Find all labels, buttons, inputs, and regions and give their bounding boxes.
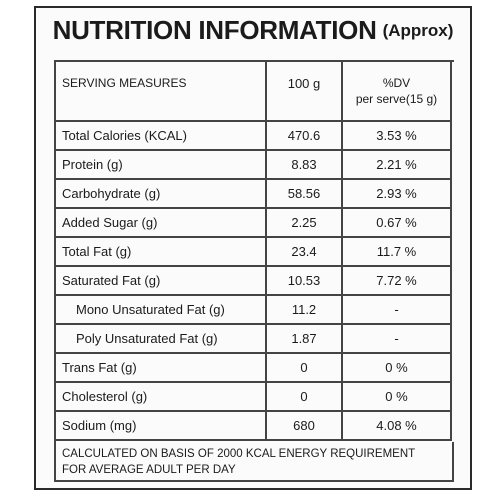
nutrition-label: NUTRITION INFORMATION (Approx) SERVING M…: [34, 6, 472, 490]
nutrient-per-100g: 23.4: [267, 238, 343, 267]
table-row: Trans Fat (g) 0 0 %: [56, 354, 454, 383]
footnote: CALCULATED ON BASIS OF 2000 KCAL ENERGY …: [54, 442, 454, 482]
table-row: Total Calories (KCAL) 470.6 3.53 %: [56, 122, 454, 151]
nutrient-per-100g: 58.56: [267, 180, 343, 209]
table-row: Poly Unsaturated Fat (g) 1.87 -: [56, 325, 454, 354]
table-row: Saturated Fat (g) 10.53 7.72 %: [56, 267, 454, 296]
footnote-line1: CALCULATED ON BASIS OF 2000 KCAL ENERGY …: [62, 448, 416, 460]
nutrient-per-100g: 1.87: [267, 325, 343, 354]
table-row: Added Sugar (g) 2.25 0.67 %: [56, 209, 454, 238]
nutrient-dv: 0 %: [343, 354, 452, 383]
nutrient-per-100g: 8.83: [267, 151, 343, 180]
nutrient-name: Saturated Fat (g): [56, 267, 267, 296]
nutrient-dv: -: [343, 325, 452, 354]
nutrient-per-100g: 10.53: [267, 267, 343, 296]
nutrient-per-100g: 2.25: [267, 209, 343, 238]
nutrient-dv: 2.93 %: [343, 180, 452, 209]
table-row: Protein (g) 8.83 2.21 %: [56, 151, 454, 180]
nutrient-dv: 0 %: [343, 383, 452, 412]
table-row: Carbohydrate (g) 58.56 2.93 %: [56, 180, 454, 209]
header-dv-line1: %DV: [382, 76, 411, 90]
nutrient-name: Total Calories (KCAL): [56, 122, 267, 151]
header-dv: %DV per serve(15 g): [343, 62, 452, 122]
nutrient-dv: 3.53 %: [343, 122, 452, 151]
nutrient-name: Carbohydrate (g): [56, 180, 267, 209]
nutrient-dv: 7.72 %: [343, 267, 452, 296]
nutrient-per-100g: 470.6: [267, 122, 343, 151]
label-title: NUTRITION INFORMATION (Approx): [36, 8, 470, 53]
title-sub: (Approx): [382, 20, 454, 40]
nutrient-name: Total Fat (g): [56, 238, 267, 267]
table-row: Cholesterol (g) 0 0 %: [56, 383, 454, 412]
nutrient-dv: 2.21 %: [343, 151, 452, 180]
nutrient-name: Cholesterol (g): [56, 383, 267, 412]
title-main: NUTRITION INFORMATION: [52, 15, 377, 45]
table-row: Total Fat (g) 23.4 11.7 %: [56, 238, 454, 267]
nutrient-name: Poly Unsaturated Fat (g): [56, 325, 267, 354]
nutrient-per-100g: 680: [267, 412, 343, 441]
nutrient-per-100g: 0: [267, 354, 343, 383]
nutrient-name: Protein (g): [56, 151, 267, 180]
nutrient-dv: 4.08 %: [343, 412, 452, 441]
table-row: Sodium (mg) 680 4.08 %: [56, 412, 454, 441]
nutrient-dv: 0.67 %: [343, 209, 452, 238]
header-per-100g: 100 g: [267, 62, 343, 122]
nutrition-table: SERVING MEASURES 100 g %DV per serve(15 …: [54, 60, 454, 442]
nutrient-per-100g: 11.2: [267, 296, 343, 325]
nutrient-per-100g: 0: [267, 383, 343, 412]
nutrient-name: Mono Unsaturated Fat (g): [56, 296, 267, 325]
nutrient-name: Added Sugar (g): [56, 209, 267, 238]
table-row: Mono Unsaturated Fat (g) 11.2 -: [56, 296, 454, 325]
footnote-line2: FOR AVERAGE ADULT PER DAY: [62, 464, 236, 476]
header-dv-line2: per serve(15 g): [355, 92, 438, 106]
nutrient-dv: -: [343, 296, 452, 325]
table-header-row: SERVING MEASURES 100 g %DV per serve(15 …: [56, 62, 454, 122]
nutrient-name: Sodium (mg): [56, 412, 267, 441]
header-serving-measures: SERVING MEASURES: [56, 62, 267, 122]
nutrient-dv: 11.7 %: [343, 238, 452, 267]
nutrient-name: Trans Fat (g): [56, 354, 267, 383]
